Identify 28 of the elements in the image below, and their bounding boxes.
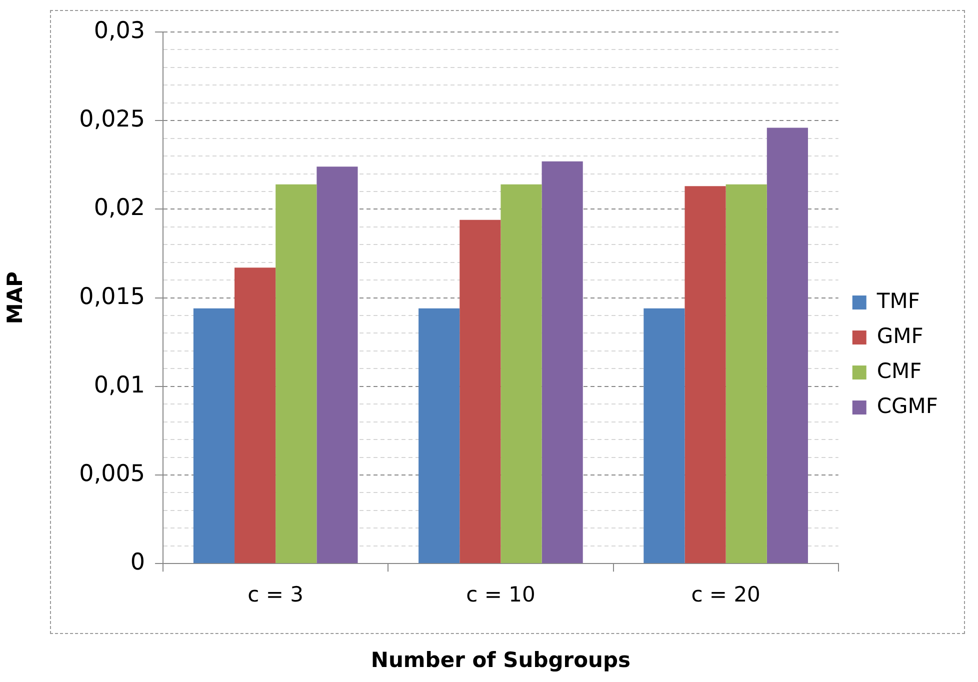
bar	[644, 308, 685, 564]
y-tick-label: 0,01	[94, 372, 146, 398]
bar	[193, 308, 235, 564]
bar	[766, 128, 808, 564]
bar	[460, 220, 501, 564]
bar	[542, 161, 583, 564]
bar	[500, 184, 542, 564]
y-tick-label: 0,015	[79, 284, 146, 310]
y-tick-label: 0	[130, 550, 146, 576]
y-tick-label: 0,005	[79, 460, 146, 487]
x-tick-label: c = 10	[466, 582, 536, 607]
bar	[234, 268, 276, 564]
legend-label: GMF	[876, 324, 924, 348]
y-axis-title: MAP	[3, 272, 28, 324]
y-tick-label: 0,03	[94, 18, 146, 44]
x-tick-label: c = 20	[691, 582, 760, 607]
bar	[316, 166, 358, 564]
x-tick-label: c = 3	[248, 582, 304, 607]
y-tick-label: 0,025	[79, 106, 146, 133]
bar	[726, 184, 767, 564]
legend-label: TMF	[876, 288, 920, 313]
bar	[418, 308, 460, 564]
bar	[276, 184, 317, 564]
legend-label: CGMF	[876, 394, 938, 418]
x-axis-title: Number of Subgroups	[370, 648, 631, 672]
y-tick-label: 0,02	[94, 195, 146, 222]
legend-label: CMF	[876, 358, 922, 383]
bar	[684, 186, 726, 564]
